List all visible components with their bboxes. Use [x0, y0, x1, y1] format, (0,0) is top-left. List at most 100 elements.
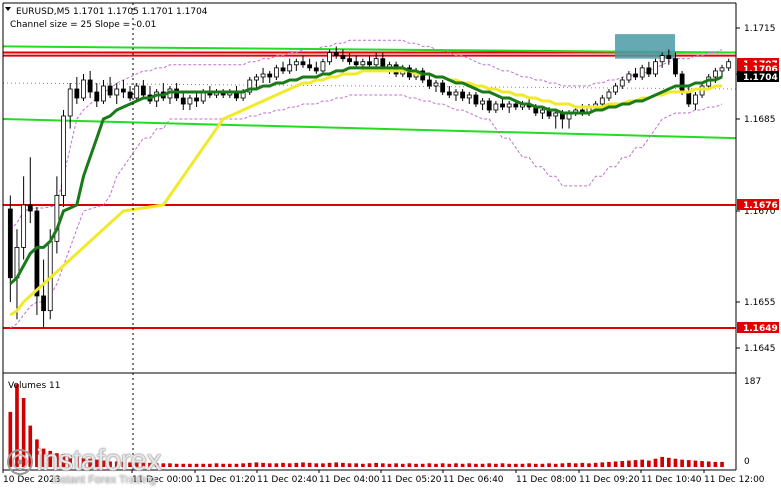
candle-body [180, 97, 186, 105]
candle-body [693, 94, 698, 105]
x-tick-label: 11 Dec 06:40 [443, 475, 504, 485]
candle-body [327, 52, 332, 63]
zone-layer [615, 34, 675, 59]
candle-body [273, 67, 279, 78]
candle-body [712, 70, 718, 78]
x-tick-label: 11 Dec 08:00 [516, 475, 577, 485]
candle-body [247, 79, 253, 93]
candle-body [613, 85, 618, 93]
x-tick-label: 10 Dec 2023 [3, 475, 61, 485]
volume-layer [8, 384, 724, 467]
candle-body [506, 103, 512, 108]
candle-body [626, 73, 632, 81]
ma-green-line [9, 66, 723, 285]
price-label-box [737, 322, 779, 333]
candle-body [307, 64, 313, 69]
price-label-text: 1.1706 [743, 65, 778, 75]
candle-body [453, 91, 459, 96]
candle-body [94, 91, 100, 102]
candle-body [260, 73, 266, 78]
candle-body [486, 100, 492, 111]
candle-body [34, 210, 40, 297]
channel-line [2, 45, 737, 54]
candle-body [500, 103, 505, 108]
price-label-text: 1.1649 [743, 324, 778, 334]
volume-tick-label: 0 [744, 457, 750, 467]
price-label-text: 1.1704 [743, 73, 778, 83]
candle-body [74, 88, 80, 99]
candle-body [333, 52, 339, 56]
dropdown-triangle-icon[interactable] [5, 7, 11, 11]
candle-body [293, 61, 299, 66]
candle-body [440, 82, 446, 93]
candle-body [653, 61, 658, 75]
candle-body [267, 73, 273, 78]
candle-body [679, 73, 685, 93]
candle-body [21, 204, 27, 248]
candle-body [194, 97, 199, 102]
highlight-zone [615, 34, 675, 59]
candle-body [633, 73, 638, 78]
candle-body [67, 88, 73, 117]
y-tick-label: 1.1645 [744, 344, 776, 354]
candle-body [719, 67, 725, 72]
instaforex-logo-icon [7, 449, 33, 475]
candle-body [639, 67, 645, 78]
x-tick-label: 11 Dec 10:40 [641, 475, 702, 485]
y-tick-label: 1.1655 [744, 298, 776, 308]
candle-body [81, 79, 86, 99]
candle-body [300, 61, 306, 66]
y-tick-label: 1.1685 [744, 115, 776, 125]
candle-body [187, 97, 193, 105]
candle-body [606, 91, 612, 99]
candle-body [287, 64, 293, 72]
y-tick-label: 1.1715 [744, 24, 776, 34]
frame-layer [2, 2, 737, 471]
candle-body [553, 112, 559, 117]
price-label-box [737, 63, 779, 74]
candle-body [373, 58, 379, 66]
x-axis: 10 Dec 2023 11 Dec 00:00 11 Dec 01:20 11 De… [2, 470, 765, 485]
watermark-tagline: Instant Forex Trading [52, 474, 156, 486]
candle-body [446, 91, 452, 96]
price-label-box [737, 71, 779, 82]
chart-header: EURUSD,M5 1.1701 1.1705 1.1701 1.1704 [16, 7, 208, 17]
candle-body [127, 91, 133, 99]
candle-body [114, 88, 120, 96]
candle-body [340, 55, 346, 60]
ma-yellow-line [9, 69, 722, 317]
candle-body [666, 55, 672, 60]
candle-body [480, 100, 485, 105]
watermark-brand: instaforex [36, 444, 162, 477]
candle-body [27, 204, 33, 212]
candle-body [619, 79, 625, 87]
channel-layer [2, 45, 737, 140]
y-tick-label: 1.1670 [744, 207, 776, 217]
x-tick-label: 11 Dec 09:20 [579, 475, 640, 485]
envelope-lower [10, 94, 723, 329]
envelope-upper [9, 39, 723, 230]
candle-body [726, 61, 732, 69]
x-tick-label: 11 Dec 01:20 [195, 475, 256, 485]
candle-body [493, 103, 499, 111]
candle-body [360, 61, 366, 66]
candle-body [659, 55, 665, 63]
candle-body [121, 88, 126, 93]
candle-body [280, 67, 286, 72]
candle-body [513, 103, 519, 108]
candle-body [140, 85, 146, 96]
candle-body [367, 61, 372, 66]
candle-body [54, 195, 60, 242]
candle-body [320, 61, 326, 72]
candle-body [599, 97, 605, 105]
price-label-box [737, 199, 779, 210]
x-tick-label: 11 Dec 04:00 [319, 475, 380, 485]
candle-body [61, 115, 66, 196]
watermark-logo: instaforex Instant Forex Trading [6, 442, 182, 488]
candle-body [426, 79, 432, 87]
candle-body [254, 76, 259, 81]
candle-body [107, 85, 113, 96]
candle-body [646, 67, 652, 75]
x-tick-label: 11 Dec 12:00 [704, 475, 765, 485]
